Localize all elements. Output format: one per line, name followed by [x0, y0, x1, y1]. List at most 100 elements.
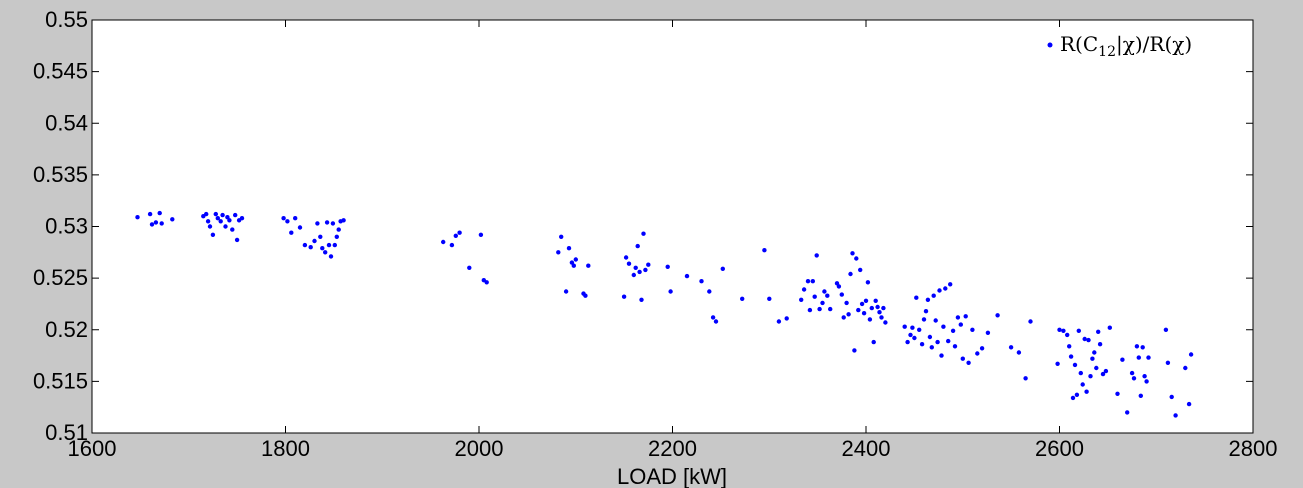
data-point — [1080, 382, 1085, 387]
data-point — [939, 353, 944, 358]
data-point — [846, 312, 851, 317]
y-tick-label: 0.545 — [33, 59, 88, 84]
data-point — [995, 313, 1000, 318]
data-point — [955, 315, 961, 320]
data-point — [1186, 401, 1192, 407]
data-point — [1096, 329, 1101, 334]
data-point — [879, 315, 884, 320]
data-point — [210, 232, 216, 237]
x-tick-label: 2200 — [648, 436, 697, 461]
data-point — [966, 360, 971, 365]
data-point — [905, 339, 910, 345]
data-point — [449, 242, 455, 248]
data-point — [1165, 360, 1171, 365]
data-point — [923, 309, 929, 314]
x-tick-label: 1600 — [68, 436, 117, 461]
legend-label: R(C12|χ)/R(χ) — [1060, 32, 1192, 60]
data-point — [159, 221, 164, 226]
data-point — [205, 219, 211, 224]
data-point — [810, 279, 815, 284]
data-point — [293, 216, 298, 221]
data-point — [740, 296, 745, 301]
data-point — [1169, 394, 1174, 400]
data-point — [233, 212, 238, 218]
data-point — [637, 269, 642, 275]
data-point — [285, 219, 290, 224]
data-point — [1008, 345, 1014, 350]
data-point — [699, 279, 704, 284]
data-point — [1142, 374, 1147, 379]
data-point — [646, 262, 651, 267]
data-point — [919, 342, 925, 347]
data-point — [1094, 365, 1099, 371]
data-point — [856, 307, 861, 313]
data-point — [883, 320, 888, 325]
data-point — [948, 282, 953, 287]
y-tick-label: 0.55 — [45, 7, 88, 32]
data-point — [323, 250, 328, 255]
data-point — [935, 339, 940, 345]
data-point — [1131, 376, 1137, 381]
data-point — [937, 288, 942, 293]
data-point — [933, 318, 938, 323]
data-point — [881, 305, 886, 311]
data-point — [1173, 413, 1178, 418]
data-point — [1125, 410, 1130, 415]
y-tick-label: 0.52 — [45, 317, 88, 342]
data-point — [1183, 365, 1188, 371]
data-point — [929, 345, 934, 350]
data-point — [330, 221, 336, 226]
data-point — [207, 224, 213, 229]
data-point — [170, 217, 175, 222]
data-point — [762, 248, 767, 253]
data-point — [149, 222, 155, 227]
data-point — [665, 264, 670, 269]
data-point — [1028, 319, 1033, 324]
data-point — [563, 289, 569, 294]
data-point — [223, 224, 228, 229]
data-point — [1061, 328, 1066, 333]
y-tick-label: 0.54 — [45, 110, 88, 135]
data-point — [234, 237, 240, 243]
data-point — [571, 263, 576, 268]
data-point — [626, 261, 632, 266]
data-point — [1057, 327, 1062, 332]
data-point — [814, 253, 819, 258]
data-point — [822, 289, 827, 294]
data-point — [1076, 328, 1082, 333]
data-point — [1144, 379, 1149, 384]
data-point — [799, 297, 804, 302]
data-point — [215, 216, 220, 221]
y-tick-label: 0.53 — [45, 214, 88, 239]
data-point — [970, 327, 975, 332]
x-tick-label: 1800 — [261, 436, 310, 461]
data-point — [332, 242, 337, 248]
data-point — [1103, 368, 1109, 374]
data-point — [1120, 357, 1125, 362]
data-point — [441, 239, 446, 245]
data-point — [902, 324, 907, 329]
data-point — [910, 325, 915, 330]
y-tick-label: 0.51 — [45, 420, 88, 445]
data-point — [805, 279, 811, 284]
y-axis: 0.51 0.515 0.52 0.525 0.53 0.535 0.54 0.545 0.55 — [33, 7, 1253, 445]
data-point — [308, 245, 313, 250]
data-point — [912, 335, 917, 341]
data-point — [941, 324, 946, 329]
data-point — [828, 306, 833, 312]
data-point — [147, 211, 153, 217]
legend: R(C12|χ)/R(χ) — [1047, 32, 1192, 60]
x-axis-label: LOAD [kW] — [617, 464, 727, 488]
data-point — [952, 344, 958, 349]
data-point — [341, 218, 346, 223]
data-point — [801, 287, 807, 292]
data-point — [943, 286, 948, 291]
data-point — [931, 293, 936, 298]
data-point — [633, 265, 638, 270]
data-point — [1115, 391, 1120, 396]
data-point — [1140, 345, 1145, 350]
data-point — [914, 295, 919, 300]
data-point — [710, 315, 716, 320]
data-point — [320, 246, 325, 251]
data-point — [1129, 370, 1135, 376]
